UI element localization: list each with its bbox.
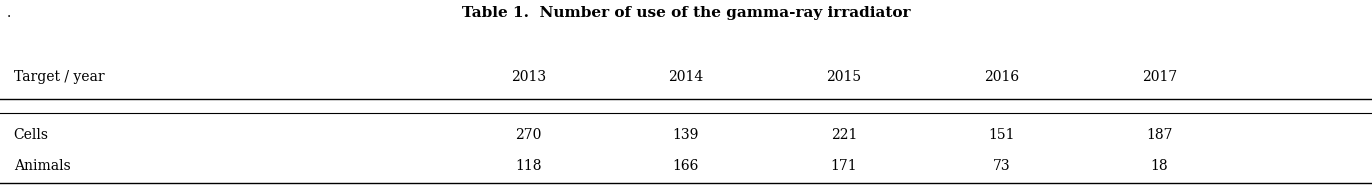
Text: 270: 270 [514, 128, 542, 142]
Text: 2013: 2013 [510, 70, 546, 84]
Text: 221: 221 [830, 128, 858, 142]
Text: 2014: 2014 [668, 70, 704, 84]
Text: 139: 139 [672, 128, 700, 142]
Text: 171: 171 [830, 159, 858, 173]
Text: .: . [7, 6, 11, 20]
Text: Target / year: Target / year [14, 70, 104, 84]
Text: 187: 187 [1146, 128, 1173, 142]
Text: 18: 18 [1151, 159, 1168, 173]
Text: 2016: 2016 [984, 70, 1019, 84]
Text: 166: 166 [672, 159, 700, 173]
Text: Cells: Cells [14, 128, 49, 142]
Text: 73: 73 [993, 159, 1010, 173]
Text: 118: 118 [514, 159, 542, 173]
Text: 151: 151 [988, 128, 1015, 142]
Text: Animals: Animals [14, 159, 70, 173]
Text: 2015: 2015 [826, 70, 862, 84]
Text: Table 1.  Number of use of the gamma-ray irradiator: Table 1. Number of use of the gamma-ray … [462, 6, 910, 20]
Text: 2017: 2017 [1142, 70, 1177, 84]
